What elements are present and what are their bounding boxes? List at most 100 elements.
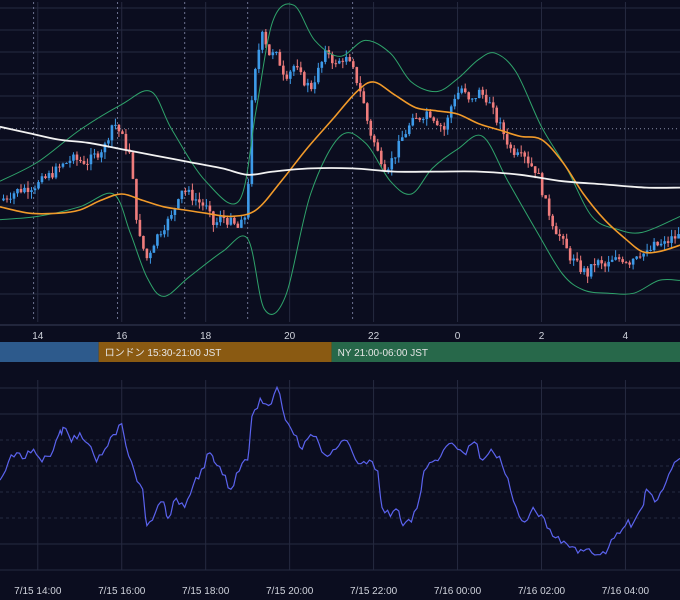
candle-body <box>278 52 282 66</box>
candle-body <box>47 173 51 179</box>
candle-body <box>638 256 642 258</box>
candle-body <box>212 211 215 226</box>
candle-body <box>467 92 471 100</box>
candle-body <box>247 183 250 218</box>
price-x-tick-label: 4 <box>623 331 629 342</box>
candle-body <box>656 241 659 246</box>
candle-body <box>37 182 40 189</box>
candle-body <box>505 134 509 145</box>
candle-body <box>226 218 229 225</box>
candle-body <box>79 159 82 162</box>
candle-body <box>5 198 9 200</box>
time-axis: 7/15 14:00 7/15 16:00 7/15 18:00 7/15 20:00… <box>14 586 649 597</box>
price-x-tick-label: 14 <box>32 331 44 342</box>
candle-body <box>603 263 607 267</box>
candle-body <box>58 166 61 168</box>
candle-body <box>600 260 603 264</box>
candle-body <box>208 205 212 212</box>
candle-body <box>481 89 485 95</box>
price-x-tick-label: 20 <box>284 331 296 342</box>
candle-body <box>187 189 191 192</box>
candle-body <box>271 52 275 56</box>
candle-body <box>89 154 93 165</box>
candle-body <box>138 219 142 236</box>
candle-body <box>9 198 12 200</box>
candle-body <box>131 152 135 179</box>
time-tick-label: 7/15 18:00 <box>182 586 230 597</box>
candle-body <box>411 117 415 126</box>
candle-body <box>121 131 124 134</box>
candle-body <box>257 49 261 70</box>
candle-body <box>285 74 289 79</box>
candle-body <box>579 260 582 272</box>
candle-body <box>663 241 666 244</box>
candle-body <box>114 124 117 126</box>
candle-body <box>460 88 464 93</box>
candle-body <box>194 199 198 201</box>
candle-body <box>107 140 110 144</box>
candle-body <box>163 230 166 235</box>
candle-body <box>341 60 345 62</box>
candle-body <box>75 154 79 160</box>
candle-body <box>439 125 443 127</box>
session-band <box>98 342 332 362</box>
candle-body <box>313 82 317 90</box>
candle-body <box>593 264 596 266</box>
candle-body <box>582 268 586 272</box>
time-tick-label: 7/15 22:00 <box>350 586 398 597</box>
candle-body <box>575 258 579 261</box>
candle-body <box>292 66 296 72</box>
candle-body <box>236 223 240 228</box>
candle-body <box>103 143 107 153</box>
session-label: ロンドン 15:30-21:00 JST <box>105 348 222 359</box>
candle-body <box>484 94 488 103</box>
candle-body <box>614 257 617 260</box>
candle-body <box>526 156 530 164</box>
candle-body <box>428 111 432 118</box>
candle-body <box>414 117 418 119</box>
candle-body <box>40 176 44 183</box>
candle-body <box>404 134 408 138</box>
candle-body <box>289 71 292 79</box>
candle-body <box>554 226 558 235</box>
candle-body <box>156 234 159 246</box>
candle-body <box>320 61 324 68</box>
indicator-overlays <box>0 3 680 315</box>
oscillator-line <box>0 385 680 556</box>
candle-body <box>551 215 554 227</box>
candle-body <box>191 189 194 201</box>
candle-body <box>100 152 103 158</box>
candle-body <box>659 243 663 246</box>
candle-body <box>44 176 47 179</box>
candle-body <box>173 208 177 215</box>
session-band <box>0 342 99 362</box>
candle-body <box>400 137 404 141</box>
candle-body <box>477 89 481 99</box>
candle-body <box>222 216 226 219</box>
candle-body <box>442 126 446 130</box>
candle-body <box>19 188 23 193</box>
candle-body <box>498 122 502 124</box>
candle-body <box>16 188 19 194</box>
candle-body <box>393 157 397 159</box>
candle-body <box>86 163 89 165</box>
price-x-tick-label: 0 <box>455 331 461 342</box>
candle-body <box>355 67 359 84</box>
candle-body <box>317 67 320 83</box>
candle-body <box>68 160 72 164</box>
candle-body <box>372 135 376 143</box>
candle-body <box>435 120 439 126</box>
candle-body <box>54 166 58 178</box>
bollinger-lower-line <box>0 132 680 315</box>
candle-body <box>365 103 369 121</box>
candle-body <box>673 236 677 239</box>
candle-body <box>348 57 352 62</box>
price-x-tick-label: 22 <box>368 331 380 342</box>
candle-body <box>621 259 624 263</box>
candle-body <box>463 88 467 93</box>
candle-body <box>456 92 460 99</box>
candle-body <box>117 124 121 132</box>
candle-body <box>135 178 138 220</box>
